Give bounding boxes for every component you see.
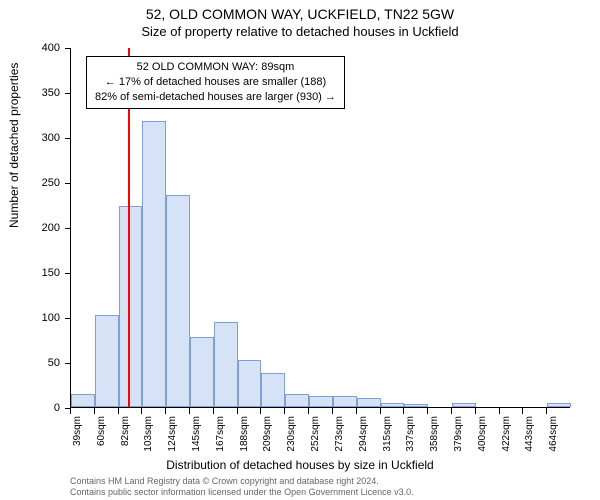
y-tick bbox=[65, 48, 70, 49]
x-tick bbox=[260, 408, 261, 414]
x-tick bbox=[213, 408, 214, 414]
x-tick bbox=[332, 408, 333, 414]
x-tick bbox=[522, 408, 523, 414]
y-tick-label: 350 bbox=[10, 87, 60, 99]
y-tick-label: 250 bbox=[10, 177, 60, 189]
x-tick bbox=[94, 408, 95, 414]
chart-container: 52, OLD COMMON WAY, UCKFIELD, TN22 5GW S… bbox=[0, 0, 600, 500]
y-tick bbox=[65, 273, 70, 274]
x-tick bbox=[475, 408, 476, 414]
info-line-1: 52 OLD COMMON WAY: 89sqm bbox=[95, 60, 336, 75]
x-axis-label: Distribution of detached houses by size … bbox=[0, 458, 600, 472]
y-tick-label: 100 bbox=[10, 312, 60, 324]
x-tick bbox=[451, 408, 452, 414]
histogram-bar bbox=[214, 322, 238, 408]
histogram-bar bbox=[547, 403, 571, 408]
y-tick bbox=[65, 93, 70, 94]
chart-subtitle: Size of property relative to detached ho… bbox=[0, 24, 600, 39]
histogram-bar bbox=[285, 394, 309, 408]
x-tick bbox=[284, 408, 285, 414]
y-tick bbox=[65, 363, 70, 364]
x-tick bbox=[427, 408, 428, 414]
info-line-2: ← 17% of detached houses are smaller (18… bbox=[95, 75, 336, 90]
y-tick-label: 50 bbox=[10, 357, 60, 369]
y-tick-label: 400 bbox=[10, 42, 60, 54]
footer-line-1: Contains HM Land Registry data © Crown c… bbox=[70, 476, 570, 487]
y-tick bbox=[65, 183, 70, 184]
x-tick bbox=[403, 408, 404, 414]
y-tick bbox=[65, 138, 70, 139]
histogram-bar bbox=[261, 373, 285, 407]
chart-title: 52, OLD COMMON WAY, UCKFIELD, TN22 5GW bbox=[0, 6, 600, 22]
x-tick bbox=[165, 408, 166, 414]
x-tick bbox=[141, 408, 142, 414]
histogram-bar bbox=[452, 403, 476, 408]
histogram-bar bbox=[238, 360, 262, 407]
y-tick-label: 0 bbox=[10, 402, 60, 414]
histogram-bar bbox=[309, 396, 333, 407]
x-tick bbox=[499, 408, 500, 414]
x-tick bbox=[380, 408, 381, 414]
y-tick-label: 150 bbox=[10, 267, 60, 279]
x-tick bbox=[356, 408, 357, 414]
x-tick bbox=[189, 408, 190, 414]
x-tick bbox=[546, 408, 547, 414]
histogram-bar bbox=[190, 337, 214, 407]
histogram-bar bbox=[404, 404, 428, 407]
histogram-bar bbox=[119, 206, 143, 407]
x-tick bbox=[237, 408, 238, 414]
histogram-bar bbox=[71, 394, 95, 408]
y-tick-label: 300 bbox=[10, 132, 60, 144]
y-tick bbox=[65, 228, 70, 229]
x-tick bbox=[70, 408, 71, 414]
histogram-bar bbox=[142, 121, 166, 407]
histogram-bar bbox=[333, 396, 357, 407]
footer-attribution: Contains HM Land Registry data © Crown c… bbox=[70, 476, 570, 498]
histogram-bar bbox=[166, 195, 190, 407]
y-tick-label: 200 bbox=[10, 222, 60, 234]
y-tick bbox=[65, 318, 70, 319]
footer-line-2: Contains public sector information licen… bbox=[70, 487, 570, 498]
histogram-bar bbox=[95, 315, 119, 407]
histogram-bar bbox=[381, 403, 405, 408]
info-line-3: 82% of semi-detached houses are larger (… bbox=[95, 90, 336, 105]
x-tick bbox=[118, 408, 119, 414]
histogram-bar bbox=[357, 398, 381, 407]
info-box: 52 OLD COMMON WAY: 89sqm ← 17% of detach… bbox=[86, 56, 345, 109]
x-tick bbox=[308, 408, 309, 414]
